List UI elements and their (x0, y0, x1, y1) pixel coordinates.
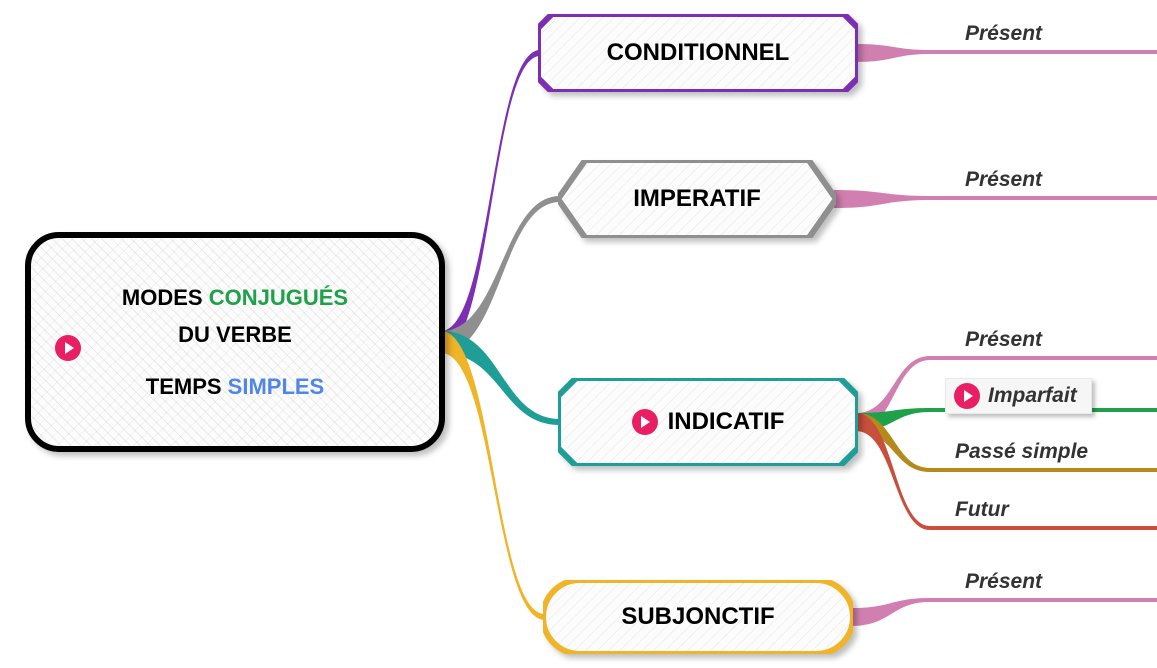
mode-subjonctif: SUBJONCTIF (543, 580, 853, 654)
root-node: MODES CONJUGUÉS DU VERBE TEMPS SIMPLES (25, 232, 445, 452)
tense-présent: Présent (965, 22, 1042, 46)
tense-label: Imparfait (988, 384, 1077, 408)
tense-passé-simple: Passé simple (955, 440, 1088, 464)
tense-présent: Présent (965, 570, 1042, 594)
mode-label: IMPERATIF (633, 185, 761, 213)
tense-présent: Présent (965, 168, 1042, 192)
mode-label: INDICATIF (668, 408, 785, 436)
root-l2: DU VERBE (61, 316, 409, 353)
root-l3a: TEMPS (146, 374, 228, 399)
root-l1a: MODES (122, 285, 209, 310)
mode-imperatif: IMPERATIF (558, 160, 836, 238)
tense-présent: Présent (965, 328, 1042, 352)
tense-imparfait: Imparfait (945, 378, 1092, 414)
root-l3b: SIMPLES (228, 374, 325, 399)
root-l1b: CONJUGUÉS (209, 285, 348, 310)
mode-indicatif: INDICATIF (558, 378, 858, 466)
root-text: MODES CONJUGUÉS DU VERBE TEMPS SIMPLES (61, 279, 409, 405)
arrow-icon (954, 383, 980, 409)
mode-label: CONDITIONNEL (607, 39, 790, 67)
mode-label: SUBJONCTIF (621, 603, 774, 631)
arrow-icon (55, 335, 81, 361)
mode-conditionnel: CONDITIONNEL (538, 14, 858, 92)
tense-futur: Futur (955, 498, 1009, 522)
arrow-icon (632, 409, 658, 435)
